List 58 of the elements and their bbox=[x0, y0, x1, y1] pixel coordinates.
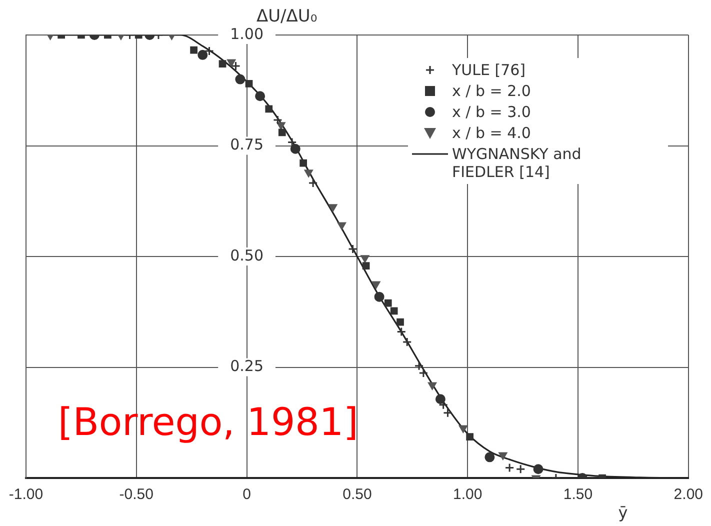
y-tick-label: 0.25 bbox=[230, 357, 264, 376]
point bbox=[390, 307, 398, 315]
legend-label: x / b = 2.0 bbox=[452, 82, 532, 100]
point bbox=[396, 318, 404, 326]
x-tick-label: 0.50 bbox=[342, 486, 372, 504]
point bbox=[231, 61, 241, 71]
x-tick-label: 1.00 bbox=[453, 486, 482, 504]
point bbox=[348, 244, 358, 254]
point bbox=[265, 105, 273, 113]
y-axis-title: ΔU/ΔU₀ bbox=[256, 6, 318, 26]
point bbox=[276, 122, 286, 130]
point bbox=[198, 50, 208, 60]
point bbox=[396, 327, 406, 337]
x-tick-label: 0 bbox=[242, 486, 251, 504]
x-tick-label: 2.00 bbox=[674, 486, 704, 504]
point bbox=[435, 394, 446, 404]
point bbox=[428, 382, 437, 390]
point bbox=[235, 74, 246, 84]
point bbox=[362, 262, 370, 270]
y-tick-label: 0.75 bbox=[230, 136, 264, 154]
x-tick-label: -0.50 bbox=[119, 486, 154, 504]
point bbox=[504, 463, 514, 473]
point bbox=[484, 452, 495, 462]
point bbox=[442, 408, 452, 418]
point bbox=[374, 292, 384, 302]
point bbox=[290, 144, 300, 154]
x-axis-title: ȳ bbox=[618, 503, 628, 522]
point bbox=[245, 80, 253, 88]
point bbox=[372, 281, 380, 289]
point bbox=[204, 46, 214, 56]
legend-label: WYGNANSKY and FIEDLER [14] bbox=[452, 145, 582, 181]
legend-label: YULE [76] bbox=[452, 61, 527, 79]
point bbox=[272, 115, 282, 125]
point bbox=[226, 59, 236, 68]
point bbox=[328, 204, 338, 212]
legend-label: x / b = 4.0 bbox=[452, 124, 532, 142]
legend-label: x / b = 3.0 bbox=[452, 103, 532, 121]
x-tick-label: 1.50 bbox=[563, 486, 593, 504]
y-tick-label: 1.00 bbox=[230, 24, 264, 43]
point bbox=[498, 452, 508, 460]
point bbox=[304, 170, 314, 178]
point bbox=[218, 60, 226, 68]
point bbox=[466, 433, 474, 440]
point bbox=[384, 299, 392, 307]
point bbox=[533, 464, 544, 474]
point bbox=[300, 159, 308, 167]
point bbox=[287, 137, 297, 147]
y-tick-label: 0.50 bbox=[230, 246, 264, 264]
point bbox=[402, 337, 412, 347]
point bbox=[190, 46, 198, 54]
point bbox=[516, 464, 526, 474]
point bbox=[360, 255, 370, 263]
point bbox=[337, 222, 346, 230]
point bbox=[278, 128, 286, 136]
point bbox=[458, 425, 468, 433]
x-tick-label: -1.00 bbox=[8, 486, 44, 504]
point bbox=[255, 91, 266, 102]
point bbox=[308, 178, 318, 188]
